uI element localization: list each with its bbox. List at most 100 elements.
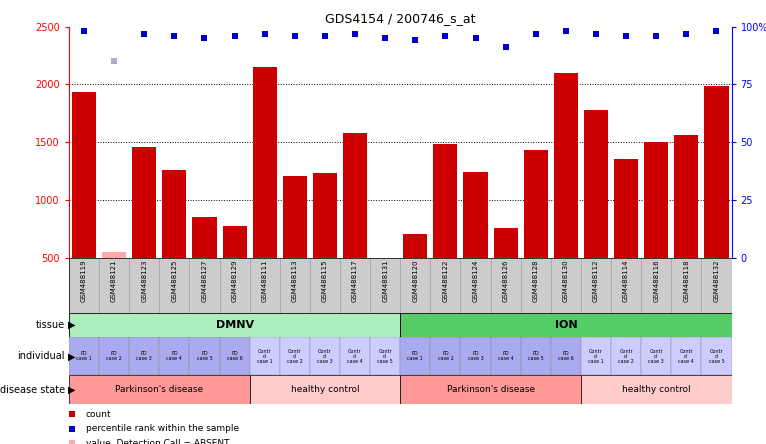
Text: percentile rank within the sample: percentile rank within the sample: [86, 424, 239, 433]
Bar: [403, 234, 427, 258]
Bar: [250, 375, 400, 404]
Bar: [430, 258, 460, 313]
Bar: [400, 313, 732, 337]
Bar: [434, 144, 457, 258]
Bar: [340, 337, 370, 375]
Bar: [340, 258, 370, 313]
Bar: [490, 337, 521, 375]
Bar: [99, 337, 129, 375]
Bar: [129, 258, 159, 313]
Text: GSM488125: GSM488125: [172, 259, 178, 301]
Bar: [189, 337, 220, 375]
Bar: [584, 110, 608, 258]
Text: Contr
ol
case 2: Contr ol case 2: [618, 349, 634, 364]
Text: GSM488132: GSM488132: [713, 259, 719, 301]
Text: disease state: disease state: [0, 385, 65, 395]
Bar: [69, 337, 99, 375]
Bar: [159, 337, 189, 375]
Bar: [220, 337, 250, 375]
Bar: [253, 67, 277, 258]
Text: GSM488126: GSM488126: [502, 259, 509, 301]
Text: healthy control: healthy control: [622, 385, 690, 394]
Bar: [614, 159, 638, 258]
Bar: [370, 337, 400, 375]
Text: GSM488114: GSM488114: [623, 259, 629, 301]
Bar: [283, 175, 307, 258]
Text: individual: individual: [18, 351, 65, 361]
Text: PD
case 2: PD case 2: [437, 351, 453, 361]
Text: tissue: tissue: [36, 320, 65, 330]
Bar: [551, 337, 581, 375]
Text: GSM488120: GSM488120: [412, 259, 418, 301]
Bar: [524, 150, 548, 258]
Text: PD
case 5: PD case 5: [197, 351, 212, 361]
Bar: [581, 337, 611, 375]
Bar: [671, 337, 702, 375]
Text: GSM488130: GSM488130: [563, 259, 569, 302]
Bar: [310, 258, 340, 313]
Text: ION: ION: [555, 320, 578, 330]
Bar: [223, 226, 247, 258]
Bar: [69, 313, 400, 337]
Bar: [611, 337, 641, 375]
Text: GSM488122: GSM488122: [443, 259, 448, 301]
Text: DMNV: DMNV: [215, 320, 254, 330]
Bar: [400, 258, 430, 313]
Bar: [705, 86, 728, 258]
Text: GSM488116: GSM488116: [653, 259, 660, 302]
Text: ▶: ▶: [68, 351, 76, 361]
Bar: [674, 135, 699, 258]
Text: Contr
ol
case 3: Contr ol case 3: [648, 349, 664, 364]
Text: PD
case 4: PD case 4: [498, 351, 513, 361]
Text: GSM488113: GSM488113: [292, 259, 298, 302]
Bar: [102, 252, 126, 258]
Bar: [189, 258, 220, 313]
Text: PD
case 6: PD case 6: [558, 351, 574, 361]
Bar: [460, 258, 490, 313]
Text: Contr
ol
case 4: Contr ol case 4: [679, 349, 694, 364]
Bar: [400, 337, 430, 375]
Bar: [702, 258, 732, 313]
Text: GSM488128: GSM488128: [533, 259, 538, 301]
Bar: [69, 375, 250, 404]
Text: ▶: ▶: [68, 385, 76, 395]
Text: Contr
ol
case 2: Contr ol case 2: [287, 349, 303, 364]
Text: GSM488124: GSM488124: [473, 259, 479, 301]
Bar: [250, 337, 280, 375]
Text: GSM488112: GSM488112: [593, 259, 599, 301]
Text: GSM488111: GSM488111: [262, 259, 267, 302]
Bar: [159, 258, 189, 313]
Bar: [220, 258, 250, 313]
Text: GSM488117: GSM488117: [352, 259, 358, 302]
Bar: [463, 172, 488, 258]
Text: PD
case 3: PD case 3: [136, 351, 152, 361]
Text: Contr
ol
case 5: Contr ol case 5: [378, 349, 393, 364]
Bar: [641, 337, 671, 375]
Text: PD
case 6: PD case 6: [227, 351, 243, 361]
Text: PD
case 1: PD case 1: [408, 351, 423, 361]
Bar: [493, 227, 518, 258]
Text: Contr
ol
case 3: Contr ol case 3: [317, 349, 332, 364]
Bar: [99, 258, 129, 313]
Text: PD
case 3: PD case 3: [468, 351, 483, 361]
Bar: [551, 258, 581, 313]
Text: Contr
ol
case 1: Contr ol case 1: [257, 349, 273, 364]
Text: value, Detection Call = ABSENT: value, Detection Call = ABSENT: [86, 439, 229, 444]
Text: PD
case 4: PD case 4: [166, 351, 182, 361]
Bar: [343, 133, 367, 258]
Text: Parkinson's disease: Parkinson's disease: [115, 385, 203, 394]
Bar: [460, 337, 490, 375]
Bar: [370, 258, 400, 313]
Bar: [280, 337, 310, 375]
Bar: [581, 375, 732, 404]
Text: GSM488131: GSM488131: [382, 259, 388, 302]
Text: GSM488115: GSM488115: [322, 259, 328, 301]
Text: Contr
ol
case 1: Contr ol case 1: [588, 349, 604, 364]
Text: GSM488123: GSM488123: [141, 259, 147, 301]
Bar: [430, 337, 460, 375]
Bar: [400, 375, 581, 404]
Text: GSM488121: GSM488121: [111, 259, 117, 301]
Bar: [192, 217, 217, 258]
Bar: [313, 173, 337, 258]
Bar: [581, 258, 611, 313]
